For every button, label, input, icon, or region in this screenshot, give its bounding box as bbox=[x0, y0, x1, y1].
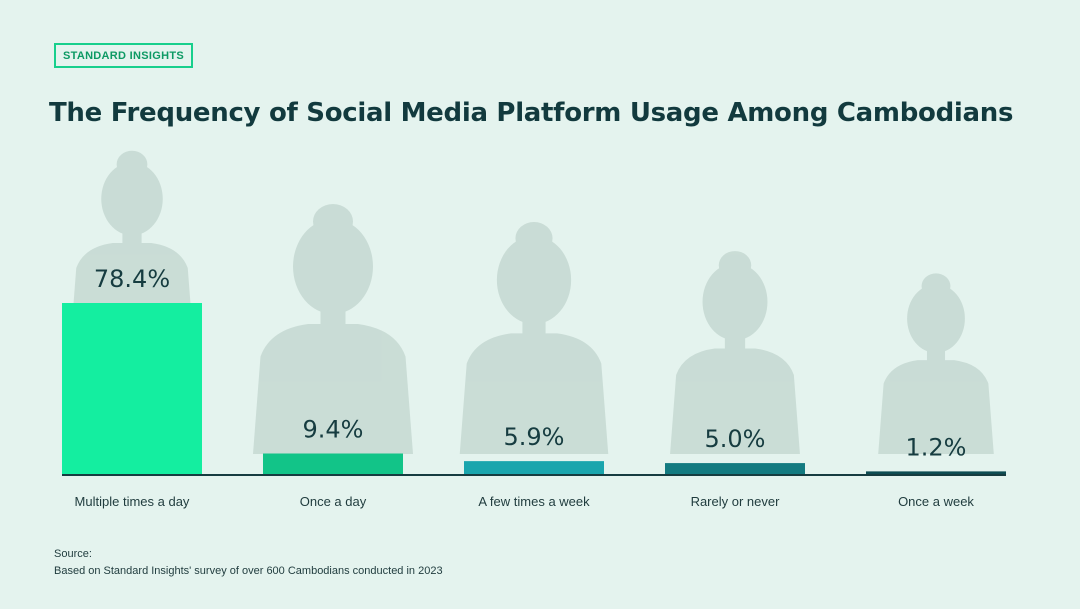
category-label: Once a week bbox=[898, 494, 974, 509]
source-note: Source: Based on Standard Insights' surv… bbox=[54, 546, 443, 580]
person-illustration-icon bbox=[670, 251, 800, 454]
data-label: 5.9% bbox=[504, 423, 565, 451]
bar bbox=[464, 461, 604, 474]
bar bbox=[866, 471, 1006, 474]
brand-badge: STANDARD INSIGHTS bbox=[54, 43, 193, 68]
person-illustration-icon bbox=[878, 273, 994, 454]
source-label: Source: bbox=[54, 548, 92, 560]
category-label: Multiple times a day bbox=[75, 494, 190, 509]
data-label: 78.4% bbox=[94, 265, 170, 293]
brand-text: STANDARD INSIGHTS bbox=[62, 49, 184, 62]
bar bbox=[263, 453, 403, 474]
category-label: A few times a week bbox=[478, 494, 590, 509]
labels-group: 78.4% Multiple times a day 9.4% Once a day 5… bbox=[75, 265, 975, 509]
person-illustration-icon bbox=[459, 221, 609, 454]
data-label: 5.0% bbox=[705, 425, 766, 453]
decorative-figures bbox=[70, 150, 994, 454]
data-label: 1.2% bbox=[906, 433, 967, 461]
category-label: Rarely or never bbox=[691, 494, 781, 509]
chart-title: The Frequency of Social Media Platform U… bbox=[49, 98, 1014, 128]
bar bbox=[665, 463, 805, 474]
data-label: 9.4% bbox=[303, 415, 364, 443]
category-label: Once a day bbox=[300, 494, 367, 509]
bar bbox=[62, 303, 202, 474]
source-text: Based on Standard Insights' survey of ov… bbox=[54, 565, 443, 577]
bars-group bbox=[62, 303, 1006, 474]
